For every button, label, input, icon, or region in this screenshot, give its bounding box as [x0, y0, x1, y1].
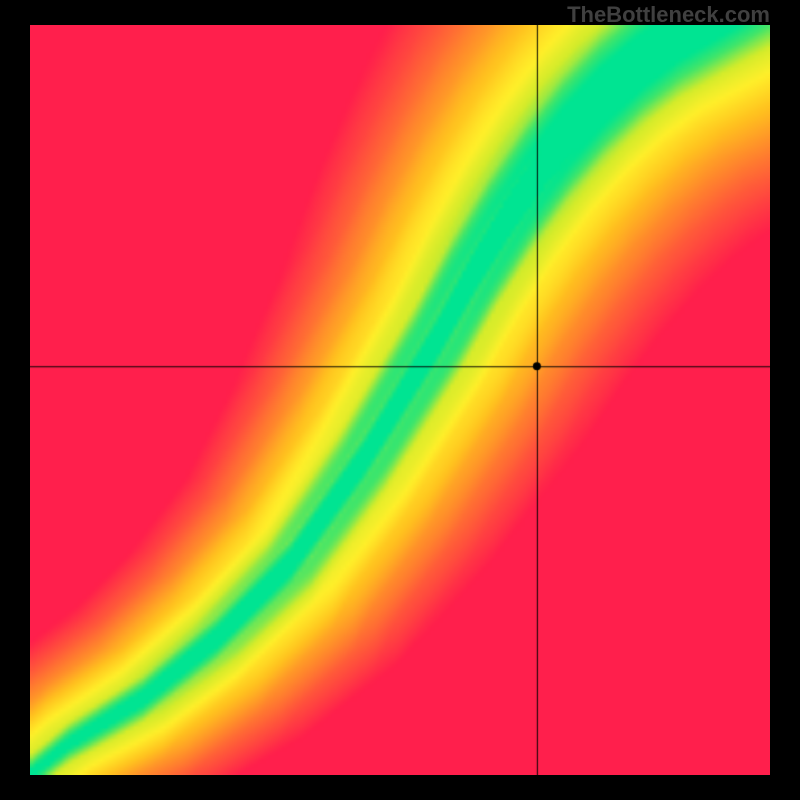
crosshair-overlay [30, 25, 770, 775]
watermark-text: TheBottleneck.com [567, 2, 770, 28]
heatmap-plot-area [30, 25, 770, 775]
chart-frame: TheBottleneck.com [0, 0, 800, 800]
